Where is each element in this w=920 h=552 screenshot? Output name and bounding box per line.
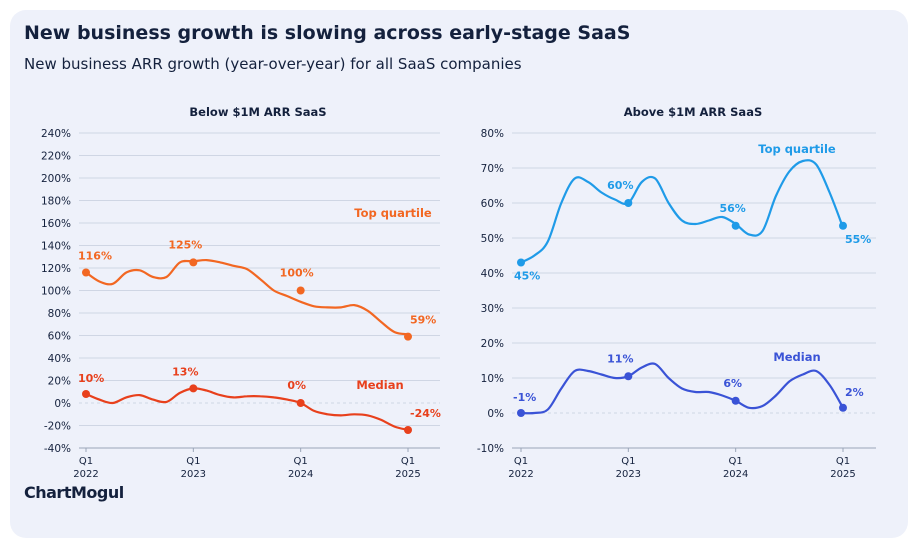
data-label-left: 13%: [172, 365, 198, 378]
data-point-left: [404, 332, 412, 341]
data-label-right: -1%: [513, 391, 536, 404]
data-label-left: -24%: [410, 407, 441, 420]
data-label-left: 125%: [168, 238, 202, 251]
data-label-left: 116%: [78, 250, 112, 263]
data-point-left: [189, 258, 198, 267]
y-tick-label-right: -10%: [477, 443, 504, 455]
y-tick-label-right: 40%: [481, 268, 504, 280]
y-tick-label-left: 240%: [41, 128, 71, 140]
x-tick-label-left: 2025: [395, 469, 420, 480]
y-tick-label-left: 160%: [41, 218, 71, 230]
data-point-left: [82, 268, 90, 277]
x-tick-label-right: Q1: [836, 456, 850, 467]
y-tick-label-right: 80%: [481, 128, 504, 140]
x-tick-label-right: Q1: [621, 456, 635, 467]
data-label-right: 55%: [845, 233, 871, 246]
data-label-left: 100%: [280, 267, 314, 280]
data-point-right: [731, 221, 740, 230]
data-point-left: [189, 384, 198, 393]
y-tick-label-left: -20%: [44, 421, 71, 433]
data-point-right: [839, 221, 847, 230]
data-point-right: [731, 396, 740, 405]
y-tick-label-left: 140%: [41, 241, 71, 253]
page-subtitle: New business ARR growth (year-over-year)…: [24, 55, 522, 73]
series-line-right-median: [519, 362, 845, 415]
series-line-right-top-quartile: [519, 159, 845, 264]
y-tick-label-right: 70%: [481, 163, 504, 175]
panel-title-right: Above $1M ARR SaaS: [624, 105, 762, 119]
data-point-right: [624, 372, 633, 381]
x-tick-label-left: Q1: [401, 456, 415, 467]
y-tick-label-left: 100%: [41, 286, 71, 298]
chartmogul-logo: ChartMogul: [24, 483, 124, 502]
x-tick-label-left: 2024: [288, 469, 313, 480]
y-tick-label-left: 0%: [54, 398, 71, 410]
data-point-right: [839, 403, 847, 412]
data-point-left: [296, 399, 305, 407]
data-point-right: [517, 258, 525, 267]
series-label-right: Top quartile: [758, 142, 836, 156]
x-tick-label-left: Q1: [79, 456, 93, 467]
y-tick-label-left: -40%: [44, 443, 71, 455]
y-tick-label-left: 60%: [48, 331, 71, 343]
data-label-right: 45%: [514, 270, 540, 283]
y-tick-label-left: 200%: [41, 173, 71, 185]
x-tick-label-left: 2023: [181, 469, 206, 480]
x-tick-label-right: Q1: [514, 456, 528, 467]
y-tick-label-left: 40%: [48, 353, 71, 365]
x-tick-label-right: 2022: [508, 469, 533, 480]
chart-card: [10, 10, 908, 538]
data-label-left: 10%: [78, 372, 104, 385]
y-tick-label-right: 10%: [481, 373, 504, 385]
data-label-right: 11%: [607, 352, 633, 365]
y-tick-label-left: 180%: [41, 196, 71, 208]
y-tick-label-left: 20%: [48, 376, 71, 388]
y-tick-label-right: 30%: [481, 303, 504, 315]
x-tick-label-right: 2024: [723, 469, 748, 480]
data-label-right: 2%: [845, 386, 864, 399]
data-point-right: [517, 409, 525, 417]
data-point-left: [296, 286, 305, 295]
y-tick-label-right: 60%: [481, 198, 504, 210]
x-tick-label-right: 2023: [616, 469, 641, 480]
panel-title-left: Below $1M ARR SaaS: [189, 105, 326, 119]
y-tick-label-left: 220%: [41, 151, 71, 163]
y-tick-label-right: 50%: [481, 233, 504, 245]
data-label-right: 6%: [723, 377, 742, 390]
data-point-left: [82, 390, 90, 398]
y-tick-label-right: 20%: [481, 338, 504, 350]
data-point-right: [624, 199, 633, 207]
y-tick-label-right: 0%: [487, 408, 504, 420]
data-label-right: 60%: [607, 179, 633, 192]
series-label-left: Top quartile: [354, 206, 432, 220]
x-tick-label-right: Q1: [729, 456, 743, 467]
data-label-left: 59%: [410, 314, 436, 327]
x-tick-label-left: Q1: [294, 456, 308, 467]
series-line-left-median: [84, 387, 410, 432]
data-label-left: 0%: [287, 379, 306, 392]
x-tick-label-right: 2025: [830, 469, 855, 480]
page-title: New business growth is slowing across ea…: [24, 22, 631, 44]
data-point-left: [404, 426, 412, 434]
x-tick-label-left: Q1: [186, 456, 200, 467]
y-tick-label-left: 80%: [48, 308, 71, 320]
x-tick-label-left: 2022: [73, 469, 98, 480]
data-label-right: 56%: [719, 202, 745, 215]
series-label-right: Median: [773, 350, 820, 364]
series-label-left: Median: [356, 378, 403, 392]
y-tick-label-left: 120%: [41, 263, 71, 275]
series-line-left-top-quartile: [84, 258, 410, 336]
